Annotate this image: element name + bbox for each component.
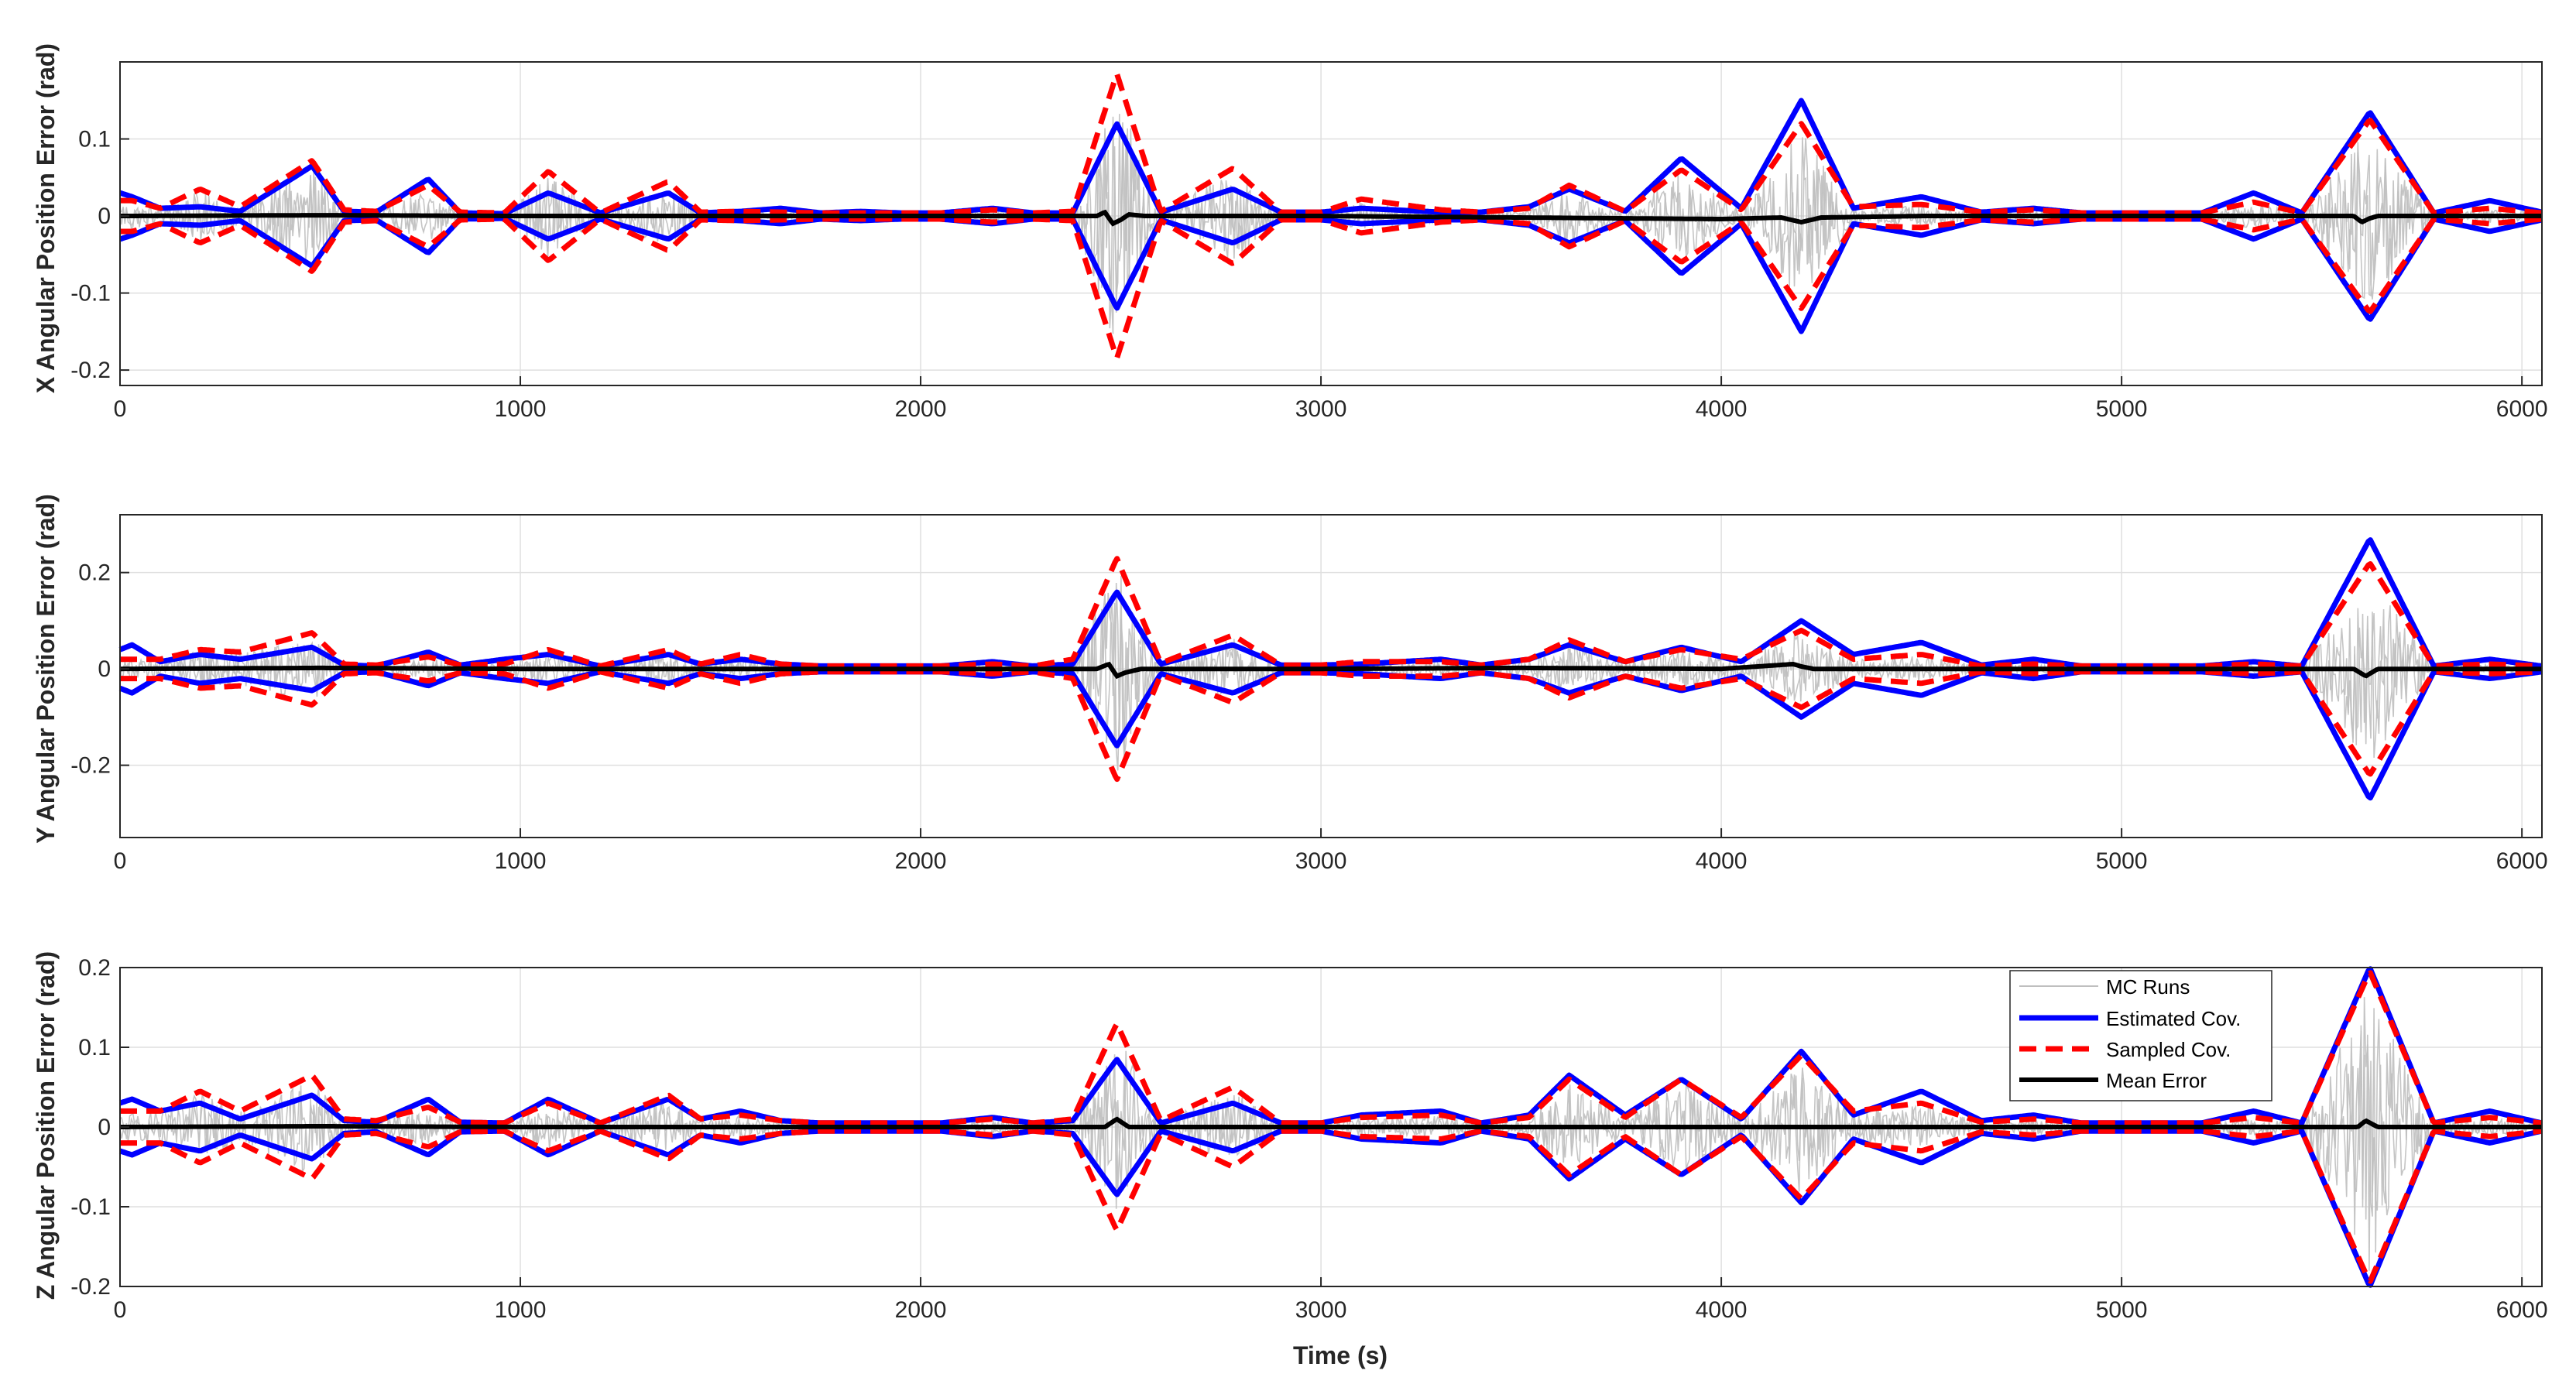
y-tick-label: 0.2 (78, 955, 111, 981)
z-xlabel: Time (s) (1293, 1341, 1387, 1369)
y-tick-label: 0 (98, 1115, 111, 1140)
mc-run-line (119, 122, 2543, 334)
sampled-cov-line-upper (119, 71, 2543, 216)
y-tick-label: 0 (98, 204, 111, 229)
mean-error-line (120, 1116, 2542, 1129)
x-tick-label: 2000 (895, 396, 947, 422)
y-tick-label: -0.2 (70, 1274, 111, 1300)
y-tick-label: 0 (98, 656, 111, 682)
y-tick-label: -0.1 (70, 281, 111, 307)
legend-label-sampled-cov: Sampled Cov. (2106, 1038, 2231, 1061)
x-tick-label: 6000 (2496, 396, 2548, 422)
x-tick-label: 2000 (895, 1297, 947, 1323)
legend-label-estimated-cov: Estimated Cov. (2106, 1007, 2241, 1030)
x-ylabel: X Angular Position Error (rad) (32, 43, 60, 393)
x-tick-label: 1000 (495, 1297, 547, 1323)
x-tick-label: 0 (114, 1297, 127, 1323)
plot-frame (119, 61, 2543, 386)
y-tick-label: 0.1 (78, 127, 111, 152)
estimated-cov-line-lower (118, 1128, 2543, 1288)
x-tick-label: 5000 (2096, 848, 2148, 874)
estimated-cov-line-upper (118, 98, 2543, 217)
x-tick-label: 5000 (2096, 396, 2148, 422)
sampled-cov-line-upper (119, 970, 2543, 1126)
sampled-cov-line-lower (119, 216, 2543, 361)
sampled-cov-line-lower (119, 1128, 2543, 1284)
y-error-panel: Y Angular Position Error (rad) 0 1000 2000… (32, 494, 2548, 874)
legend-label-mc-runs: MC Runs (2106, 975, 2190, 999)
z-error-panel: Z Angular Position Error (rad) Time (s) … (32, 951, 2548, 1369)
x-tick-label: 4000 (1696, 396, 1748, 422)
z-ylabel: Z Angular Position Error (rad) (32, 951, 60, 1300)
x-tick-label: 4000 (1696, 1297, 1748, 1323)
x-tick-label: 1000 (495, 848, 547, 874)
y-tick-label: -0.2 (70, 753, 111, 779)
estimated-cov-line-lower (118, 215, 2543, 334)
x-tick-label: 4000 (1696, 848, 1748, 874)
x-tick-label: 0 (114, 848, 127, 874)
x-tick-label: 1000 (495, 396, 547, 422)
y-tick-label: 0.1 (78, 1035, 111, 1060)
mean-error-line (120, 661, 2542, 680)
y-tick-label: -0.1 (70, 1194, 111, 1220)
x-tick-label: 3000 (1295, 848, 1347, 874)
x-tick-label: 3000 (1295, 396, 1347, 422)
x-tick-label: 5000 (2096, 1297, 2148, 1323)
estimated-cov-line-lower (118, 669, 2543, 801)
sampled-cov-line-lower (119, 669, 2543, 783)
sampled-cov-line-upper (119, 556, 2543, 669)
x-tick-label: 6000 (2496, 848, 2548, 874)
estimated-cov-line-upper (118, 537, 2543, 669)
y-tick-label: -0.2 (70, 358, 111, 383)
mean-error-line (120, 209, 2542, 227)
x-error-panel: X Angular Position Error (rad) 0 1000 2000… (32, 43, 2548, 422)
legend-label-mean-error: Mean Error (2106, 1069, 2207, 1092)
x-tick-label: 3000 (1295, 1297, 1347, 1323)
x-tick-label: 0 (114, 396, 127, 422)
plot-frame (119, 514, 2543, 838)
x-tick-label: 6000 (2496, 1297, 2548, 1323)
legend: MC Runs Estimated Cov. Sampled Cov. Mean… (2009, 970, 2272, 1101)
x-tick-label: 2000 (895, 848, 947, 874)
y-tick-label: 0.2 (78, 560, 111, 586)
y-ylabel: Y Angular Position Error (rad) (32, 494, 60, 844)
